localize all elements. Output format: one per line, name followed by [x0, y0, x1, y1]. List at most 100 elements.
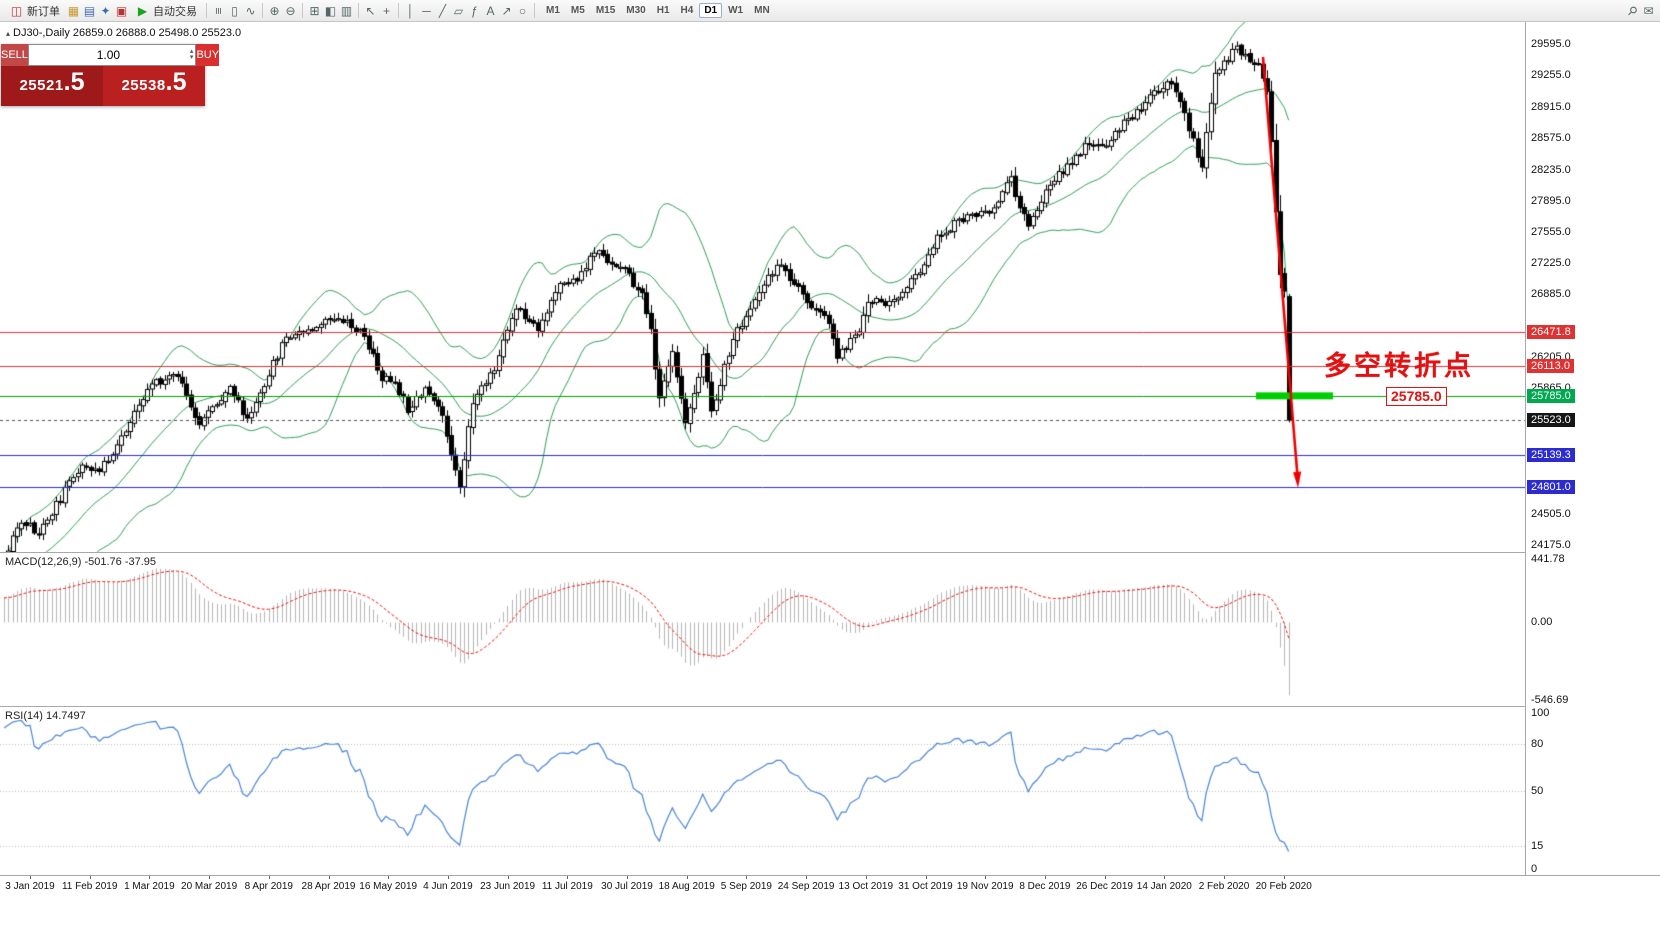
- pane-separator[interactable]: [0, 552, 1660, 553]
- sell-price-main: 25521: [19, 77, 64, 94]
- new-order-label: 新订单: [27, 5, 60, 18]
- rsi-axis-tick: 0: [1531, 863, 1538, 875]
- horizontal-line-tool-icon[interactable]: ─: [422, 3, 431, 18]
- turning-point-price-label[interactable]: 25785.0: [1386, 387, 1447, 406]
- volume-down-icon[interactable]: ▾: [189, 54, 194, 61]
- date-tick: [1164, 876, 1166, 879]
- cursor-tool-icon[interactable]: ↖: [365, 3, 376, 18]
- macd-axis-tick: -546.69: [1531, 694, 1569, 706]
- date-label: 3 Jan 2019: [5, 881, 55, 892]
- symbol-marker-icon: ▴: [6, 29, 11, 38]
- date-tick: [865, 876, 867, 879]
- channel-tool-icon[interactable]: ▱: [453, 3, 464, 18]
- sell-price-display[interactable]: 25521 .5: [1, 66, 103, 106]
- timeframe-m15[interactable]: M15: [595, 5, 616, 16]
- date-tick: [567, 876, 569, 879]
- date-label: 19 Nov 2019: [956, 881, 1014, 892]
- date-tick: [1044, 876, 1046, 879]
- toolbar-separator: [358, 3, 359, 18]
- timeframe-mn[interactable]: MN: [754, 5, 770, 16]
- date-label: 4 Jun 2019: [423, 881, 473, 892]
- fibonacci-tool-icon[interactable]: ƒ: [471, 3, 478, 18]
- zoom-out-icon[interactable]: ⊖: [285, 3, 296, 18]
- sell-button[interactable]: SELL: [1, 44, 28, 66]
- timeframe-d1[interactable]: D1: [699, 3, 723, 18]
- rsi-label: RSI(14) 14.7497: [5, 710, 86, 722]
- one-click-trading-panel: SELL ▴ ▾ BUY 25521 .5 25538 .5: [1, 44, 220, 106]
- date-tick: [925, 876, 927, 879]
- price-tag-25139.3: 25139.3: [1527, 448, 1575, 463]
- date-tick: [507, 876, 509, 879]
- buy-button[interactable]: BUY: [196, 44, 220, 66]
- timeframe-h4[interactable]: H4: [680, 5, 694, 16]
- date-tick: [149, 876, 151, 879]
- arrows-tool-icon[interactable]: ↗: [501, 3, 512, 18]
- price-axis-tick: 24505.0: [1531, 508, 1571, 521]
- rsi-axis-tick: 80: [1531, 738, 1544, 751]
- price-tag-25523.0: 25523.0: [1527, 413, 1575, 428]
- date-tick: [686, 876, 688, 879]
- timeframe-w1[interactable]: W1: [728, 5, 744, 16]
- date-label: 18 Aug 2019: [658, 881, 715, 892]
- date-tick: [30, 876, 31, 879]
- date-tick: [1283, 876, 1285, 879]
- symbol-info: ▴ DJ30-,Daily 26859.0 26888.0 25498.0 255…: [6, 27, 241, 39]
- date-label: 23 Jun 2019: [480, 881, 536, 892]
- rsi-indicator-canvas[interactable]: [0, 707, 1525, 875]
- timeframe-m5[interactable]: M5: [570, 5, 585, 16]
- chat-icon[interactable]: ✉: [1643, 3, 1654, 18]
- pane-separator[interactable]: [0, 706, 1660, 707]
- buy-price-main: 25538: [121, 77, 166, 94]
- timeframe-m30[interactable]: M30: [626, 5, 646, 16]
- timeframe-h1[interactable]: H1: [656, 5, 670, 16]
- price-chart-canvas[interactable]: [0, 22, 1525, 552]
- autotrade-button[interactable]: ▶ 自动交易: [130, 2, 202, 20]
- volume-input[interactable]: [28, 47, 188, 63]
- new-order-button[interactable]: ◫ 新订单: [4, 2, 65, 20]
- date-label: 5 Sep 2019: [720, 881, 772, 892]
- autotrade-label: 自动交易: [153, 5, 197, 18]
- date-label: 28 Apr 2019: [301, 881, 356, 892]
- terminal-icon[interactable]: ▣: [115, 3, 128, 18]
- line-chart-icon[interactable]: ∿: [245, 3, 256, 18]
- buy-price-frac: .5: [165, 68, 187, 96]
- crosshair-tool-icon[interactable]: +: [382, 3, 390, 18]
- rsi-axis-tick: 50: [1531, 785, 1544, 797]
- bar-chart-icon[interactable]: ≡: [211, 6, 226, 14]
- date-label: 16 May 2019: [359, 881, 418, 892]
- zoom-in-icon[interactable]: ⊕: [269, 3, 280, 18]
- market-watch-icon[interactable]: ▦: [67, 3, 80, 18]
- price-axis-tick: 27555.0: [1531, 226, 1571, 239]
- candlestick-chart-icon[interactable]: ▯: [231, 3, 238, 18]
- price-axis-tick: 28235.0: [1531, 163, 1571, 176]
- turning-point-annotation[interactable]: 多空转折点: [1324, 351, 1474, 381]
- timeframe-m1[interactable]: M1: [546, 5, 560, 16]
- price-axis[interactable]: 29595.0 29255.0 28915.0 28575.0 28235.0 27895…: [1525, 22, 1660, 875]
- arrange-icon[interactable]: ▥: [340, 3, 353, 18]
- macd-indicator-canvas[interactable]: [0, 553, 1525, 706]
- text-tool-icon[interactable]: A: [486, 3, 495, 18]
- vertical-line-tool-icon[interactable]: │: [406, 3, 415, 18]
- shapes-tool-icon[interactable]: ○: [518, 3, 527, 18]
- price-axis-tick: 24175.0: [1531, 538, 1571, 551]
- volume-box: ▴ ▾: [27, 44, 197, 66]
- price-axis-tick: 28915.0: [1531, 100, 1571, 113]
- toolbar-separator: [206, 3, 207, 18]
- timeframe-group: M1 M5 M15 M30 H1 H4 D1 W1 MN: [541, 3, 775, 18]
- price-axis-tick: 27225.0: [1531, 256, 1571, 269]
- date-label: 31 Oct 2019: [898, 881, 953, 892]
- data-window-icon[interactable]: ▤: [83, 3, 96, 18]
- trendline-tool-icon[interactable]: ╱: [438, 3, 447, 18]
- price-axis-tick: 28575.0: [1531, 132, 1571, 145]
- price-axis-tick: 29595.0: [1531, 37, 1571, 50]
- navigator-icon[interactable]: ✦: [100, 3, 111, 18]
- cascade-windows-icon[interactable]: ◧: [324, 3, 337, 18]
- date-axis[interactable]: 3 Jan 2019 11 Feb 2019 1 Mar 2019 20 Mar 20…: [0, 876, 1660, 898]
- date-label: 11 Feb 2019: [61, 881, 118, 892]
- volume-up-icon[interactable]: ▴: [189, 48, 194, 55]
- pane-separator[interactable]: [0, 875, 1660, 876]
- buy-price-display[interactable]: 25538 .5: [103, 66, 205, 106]
- price-tag-24801.0: 24801.0: [1527, 479, 1575, 494]
- tile-windows-icon[interactable]: ⊞: [309, 3, 320, 18]
- toolbar-separator: [302, 3, 303, 18]
